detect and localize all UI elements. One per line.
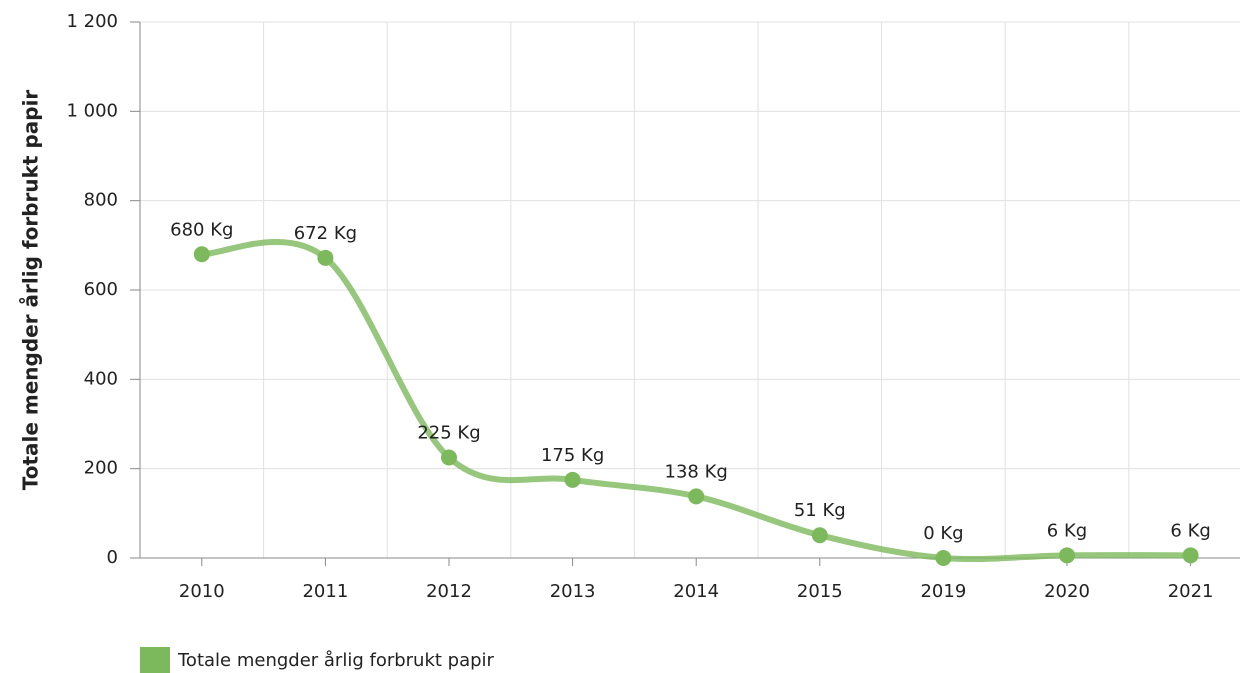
data-label: 6 Kg (1170, 520, 1210, 541)
legend-swatch (140, 647, 170, 673)
point (935, 550, 952, 566)
y-tick-label: 800 (84, 190, 118, 211)
y-tick-label: 200 (84, 458, 118, 479)
x-tick-label: 2021 (1168, 581, 1214, 602)
y-tick-label: 0 (107, 547, 118, 568)
line (201, 238, 1191, 563)
point (564, 471, 581, 488)
point (1182, 547, 1199, 564)
data-label: 51 Kg (794, 500, 846, 521)
data-label: 175 Kg (541, 445, 604, 466)
data-label: 672 Kg (294, 223, 357, 244)
data-label: 138 Kg (665, 461, 728, 482)
x-tick-label: 2015 (797, 581, 843, 602)
data-label: 225 Kg (417, 423, 480, 444)
point (1059, 547, 1075, 564)
y-tick-label: 600 (84, 279, 118, 300)
x-tick-label: 2010 (179, 581, 225, 602)
x-tick-label: 2019 (920, 581, 966, 602)
point (317, 249, 334, 266)
data-label: 680 Kg (170, 219, 233, 240)
data-label: 6 Kg (1047, 520, 1087, 541)
point (688, 488, 705, 505)
y-tick-label: 1 200 (66, 11, 118, 32)
x-tick-label: 2011 (302, 581, 348, 602)
point (811, 527, 828, 544)
y-tick-label: 400 (84, 368, 118, 389)
point (441, 449, 457, 466)
x-tick-label: 2013 (550, 581, 596, 602)
point (193, 246, 210, 263)
x-tick-label: 2020 (1044, 581, 1090, 602)
legend-label: Totale mengder årlig forbrukt papir (177, 650, 495, 671)
y-tick-label: 1 000 (66, 100, 118, 121)
y-axis-label: Totale mengder årlig forbrukt papir (19, 90, 43, 491)
x-tick-label: 2012 (426, 581, 472, 602)
data-label: 0 Kg (923, 523, 963, 544)
x-tick-label: 2014 (673, 581, 719, 602)
